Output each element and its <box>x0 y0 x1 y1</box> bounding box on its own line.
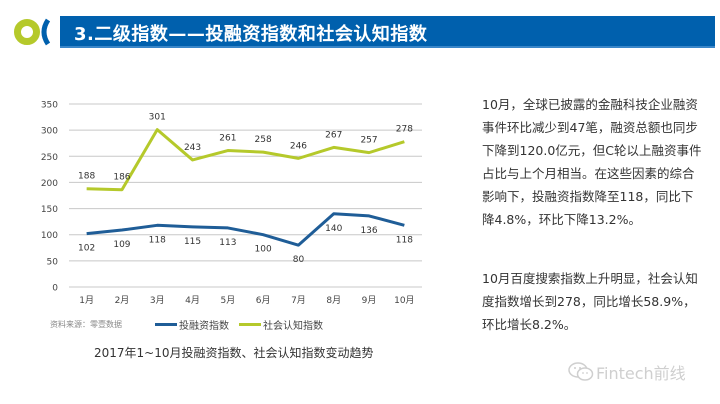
y-axis-ticks: 0 50 100 150 200 250 300 350 <box>41 101 58 294</box>
data-label: 267 <box>325 130 342 140</box>
data-label: 188 <box>78 172 95 182</box>
source-note: 资料来源：零壹数据 <box>50 320 122 329</box>
x-tick-label: 7月 <box>291 295 306 306</box>
x-tick-label: 1月 <box>79 295 94 306</box>
legend-item-social: 社会认知指数 <box>239 317 323 332</box>
y-tick-label: 50 <box>47 257 59 267</box>
y-tick-label: 350 <box>41 101 58 111</box>
chart-grid <box>69 103 422 288</box>
page-title: 3.二级指数——投融资指数和社会认知指数 <box>74 24 428 45</box>
y-tick-label: 200 <box>41 179 58 189</box>
data-label: 301 <box>149 113 166 123</box>
data-labels: 102 109 118 115 113 100 80 140 136 118 188 186 301 24… <box>78 113 413 266</box>
x-tick-label: 2月 <box>115 295 130 306</box>
data-label: 102 <box>78 244 95 254</box>
data-label: 257 <box>360 136 377 146</box>
x-tick-label: 10月 <box>394 295 414 306</box>
series-lines <box>86 128 405 247</box>
data-label: 261 <box>219 134 236 144</box>
y-tick-label: 150 <box>41 205 58 215</box>
series-line-investment <box>86 212 405 247</box>
data-label: 113 <box>219 238 236 248</box>
analysis-paragraph-social: 10月百度搜索指数上升明显，社会认知度指数增长到278，同比增长58.9%，环比… <box>482 271 698 332</box>
data-label: 118 <box>149 235 166 245</box>
data-label: 80 <box>293 255 305 265</box>
legend-swatch-investment <box>155 323 177 326</box>
watermark-text: Fintech前线 <box>596 364 686 383</box>
x-tick-label: 4月 <box>185 295 200 306</box>
legend-label-social: 社会认知指数 <box>263 321 323 332</box>
x-tick-label: 5月 <box>220 295 235 306</box>
data-label: 243 <box>184 143 201 153</box>
brand-logo-icon <box>14 18 51 46</box>
title-bar: 3.二级指数——投融资指数和社会认知指数 <box>60 16 715 48</box>
data-label: 136 <box>360 226 377 236</box>
chart-legend: 投融资指数 社会认知指数 <box>155 317 333 332</box>
x-tick-label: 3月 <box>150 295 165 306</box>
x-tick-label: 8月 <box>326 295 341 306</box>
y-tick-label: 100 <box>41 231 58 241</box>
y-tick-label: 250 <box>41 153 58 163</box>
line-chart: 0 50 100 150 200 250 300 350 1月 2月 3月 4月 5月 6月 7月 8月 9月… <box>41 101 422 306</box>
data-label: 118 <box>396 235 413 245</box>
legend-item-investment: 投融资指数 <box>155 317 229 332</box>
data-label: 140 <box>325 224 342 234</box>
series-line-social <box>86 128 405 192</box>
legend-label-investment: 投融资指数 <box>179 321 229 332</box>
wechat-icon <box>568 362 594 381</box>
legend-swatch-social <box>239 323 261 326</box>
analysis-paragraph-investment: 10月，全球已披露的金融科技企业融资事件环比减少到47笔，融资总额也同步下降到1… <box>482 97 702 227</box>
data-label: 186 <box>113 173 130 183</box>
x-tick-label: 6月 <box>256 295 271 306</box>
chart-caption: 2017年1~10月投融资指数、社会认知指数变动趋势 <box>94 346 374 360</box>
data-label: 258 <box>255 135 272 145</box>
x-tick-label: 9月 <box>362 295 377 306</box>
data-label: 109 <box>113 240 130 250</box>
watermark: Fintech前线 <box>568 360 686 384</box>
data-label: 246 <box>290 141 307 151</box>
x-axis-ticks: 1月 2月 3月 4月 5月 6月 7月 8月 9月 10月 <box>79 295 414 306</box>
data-label: 115 <box>184 237 201 247</box>
data-label: 100 <box>255 245 272 255</box>
y-tick-label: 300 <box>41 127 58 137</box>
y-tick-label: 0 <box>52 284 58 294</box>
data-label: 278 <box>396 125 413 135</box>
